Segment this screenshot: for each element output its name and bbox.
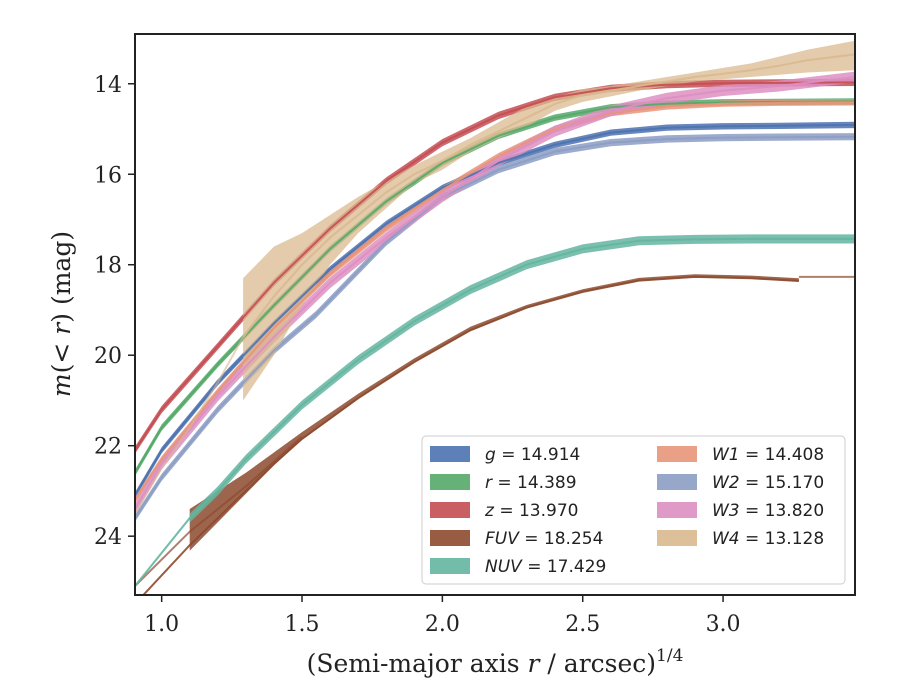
legend-band-name: FUV [485,529,520,549]
legend-label-g: g = 14.914 [485,445,580,465]
y-tick-label: 22 [94,435,122,460]
r-line [135,100,855,474]
legend-band-name: g [485,445,496,465]
x-axis-label-var: r [528,649,542,678]
y-axis-ticks: 14 16 18 20 22 24 [94,73,135,550]
x-axis-label-main: (Semi-major axis [307,649,528,678]
legend-swatch-w3 [657,502,697,518]
legend-swatch-nuv [430,558,470,574]
legend-band-name: r [485,473,493,493]
legend-swatch-g [430,446,470,462]
legend-label-w4: W4 = 13.128 [712,529,824,549]
series-lines [135,53,855,595]
legend-band-value: = 18.254 [519,529,604,549]
legend-label-z: z = 13.970 [484,501,578,521]
legend-swatch-r [430,474,470,490]
legend-band-value: = 14.914 [496,445,581,465]
legend-band-name: NUV [485,557,523,577]
x-tick-label: 1.5 [285,612,320,637]
legend-label-fuv: FUV = 18.254 [485,529,603,549]
legend-swatch-w1 [657,446,697,462]
x-axis-label: (Semi-major axis r / arcsec)1/4 [307,646,684,678]
legend-band-value: = 17.429 [522,557,607,577]
w4-faint-line [135,336,244,515]
legend-swatch-w2 [657,474,697,490]
x-tick-label: 2.0 [425,612,460,637]
x-axis-label-tail: / arcsec) [539,649,656,678]
z-line [135,81,855,451]
y-axis-label-mid: (< [47,335,76,374]
w2-line [135,135,855,519]
w4-line [242,53,855,338]
legend-band-value: = 14.389 [492,473,577,493]
legend-band-name: W4 [712,529,740,549]
y-tick-label: 16 [94,163,122,188]
legend-band-name: W1 [712,445,740,465]
nuv-line [135,237,855,587]
r-band [135,98,855,476]
y-tick-label: 18 [94,254,122,279]
x-tick-label: 1.0 [144,612,179,637]
plot-frame [134,33,856,596]
legend-band-name: W2 [712,473,740,493]
legend-swatch-w4 [657,530,697,546]
legend-band-value: = 13.970 [494,501,579,521]
y-axis-label-var: r [47,321,76,335]
legend-band-value: = 15.170 [740,473,825,493]
legend-swatch-z [430,502,470,518]
x-tick-label: 2.5 [565,612,600,637]
legend-label-r: r = 14.389 [485,473,577,493]
y-axis-label: m(< r) (mag) [47,231,76,397]
x-axis-label-sup: 1/4 [656,646,683,666]
legend-label-nuv: NUV = 17.429 [485,557,606,577]
legend-band-name: z [484,501,495,521]
x-tick-label: 3.0 [706,612,741,637]
legend-label-w3: W3 = 13.820 [712,501,824,521]
legend-band-value: = 13.128 [740,529,825,549]
legend-swatch-fuv [430,530,470,546]
y-tick-label: 14 [94,73,122,98]
legend-label-w2: W2 = 15.170 [712,473,824,493]
y-axis-label-post: ) (mag) [47,231,76,323]
w3-line [135,76,855,510]
legend-band-value: = 13.820 [740,501,825,521]
legend-band-value: = 14.408 [740,445,825,465]
y-tick-label: 24 [94,525,122,550]
y-tick-label: 20 [94,344,122,369]
legend-band-name: W3 [712,501,740,521]
y-axis-label-pre: m [47,373,76,397]
fuv-faint-line [135,435,303,587]
w3-band [135,71,855,515]
legend-label-w1: W1 = 14.408 [712,445,824,465]
error-bands [135,40,855,551]
g-line [135,123,855,497]
x-axis-ticks: 1.0 1.5 2.0 2.5 3.0 [144,595,741,637]
w1-line [135,101,855,501]
fuv-line [142,275,799,595]
w4-band [243,40,855,401]
legend-box [421,435,846,585]
